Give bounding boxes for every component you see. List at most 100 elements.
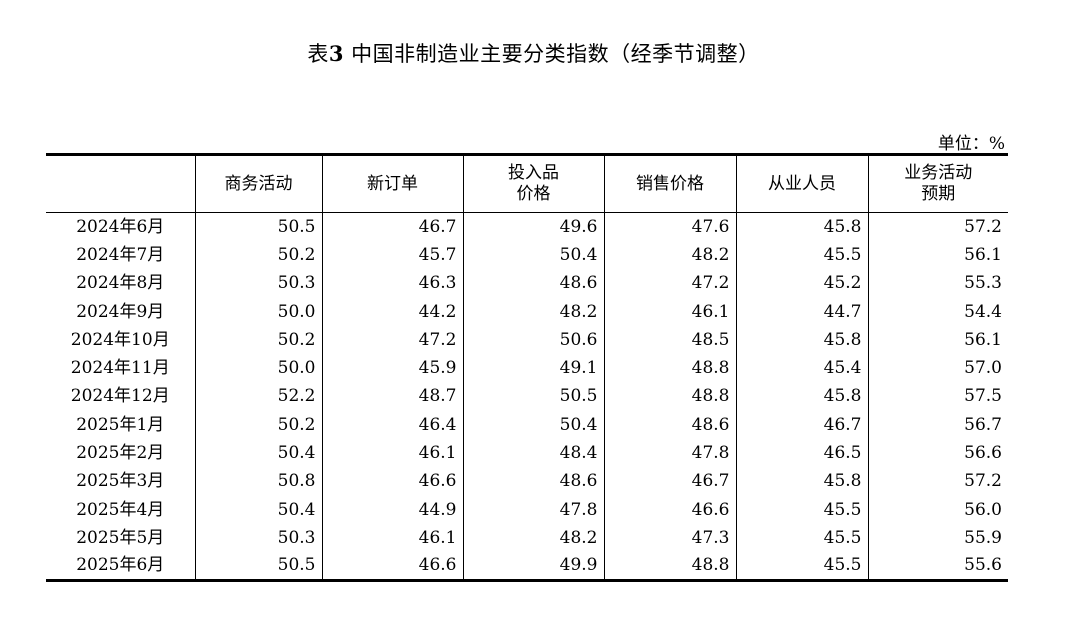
table-row: 2024年6月 50.5 46.7 49.6 47.6 45.8 57.2 (46, 212, 1008, 241)
table-row: 2025年6月 50.5 46.6 49.9 48.8 45.5 55.6 (46, 552, 1008, 582)
column-header-line: 新订单 (367, 173, 418, 194)
value-cell: 50.5 (194, 212, 322, 241)
table-row: 2024年10月 50.2 47.2 50.6 48.5 45.8 56.1 (46, 325, 1008, 354)
table-row: 2024年11月 50.0 45.9 49.1 48.8 45.4 57.0 (46, 353, 1008, 383)
value-cell: 48.4 (462, 438, 604, 468)
column-header-line: 从业人员 (768, 173, 836, 194)
value-cell: 50.8 (194, 467, 322, 496)
table-row: 2024年7月 50.2 45.7 50.4 48.2 45.5 56.1 (46, 240, 1008, 270)
value-cell: 50.6 (462, 325, 604, 354)
unit-label: 单位：% (937, 134, 1005, 154)
column-header: 新订单 (321, 154, 463, 213)
month-cell: 2024年9月 (76, 301, 165, 322)
value-cell: 45.8 (735, 467, 868, 496)
table-title: 表3 中国非制造业主要分类指数（经季节调整） (0, 38, 1067, 68)
value-cell: 46.6 (321, 552, 463, 582)
column-header-line: 商务活动 (224, 173, 293, 194)
value-cell: 50.5 (194, 552, 322, 582)
header-row: 商务活动 新订单 投入品 价格 销售价格 从业人员 业务活动 预期 (46, 154, 1008, 213)
column-header-line: 投入品 (508, 163, 559, 183)
value-cell: 50.5 (462, 382, 604, 411)
value-cell: 44.2 (321, 297, 463, 326)
value-cell: 48.6 (462, 467, 604, 496)
value-cell: 52.2 (194, 382, 322, 411)
value-cell: 50.3 (194, 269, 322, 298)
value-cell: 50.0 (194, 353, 322, 383)
value-cell: 44.9 (321, 495, 463, 524)
value-cell: 50.2 (194, 410, 322, 439)
column-header-line: 预期 (921, 184, 956, 204)
column-header-line: 价格 (516, 184, 551, 204)
value-cell: 56.7 (867, 410, 1008, 439)
month-cell: 2024年6月 (76, 216, 165, 237)
title-number: 3 (328, 41, 344, 66)
column-header: 商务活动 (194, 154, 322, 213)
column-header-line: 销售价格 (636, 173, 704, 194)
value-cell: 46.5 (735, 438, 868, 468)
column-header: 业务活动 预期 (867, 154, 1008, 213)
value-cell: 50.2 (194, 240, 322, 270)
value-cell: 55.3 (867, 269, 1008, 298)
value-cell: 46.6 (603, 495, 736, 524)
value-cell: 49.1 (462, 353, 604, 383)
value-cell: 47.2 (603, 269, 736, 298)
value-cell: 45.2 (735, 269, 868, 298)
value-cell: 48.2 (603, 240, 736, 270)
value-cell: 48.8 (603, 353, 736, 383)
month-cell: 2025年4月 (76, 499, 165, 520)
column-header: 销售价格 (603, 154, 736, 213)
value-cell: 49.9 (462, 552, 604, 582)
value-cell: 45.8 (735, 382, 868, 411)
value-cell: 44.7 (735, 297, 868, 326)
value-cell: 45.5 (735, 552, 868, 582)
value-cell: 45.9 (321, 353, 463, 383)
value-cell: 45.5 (735, 495, 868, 524)
value-cell: 45.7 (321, 240, 463, 270)
value-cell: 47.8 (462, 495, 604, 524)
column-header: 投入品 价格 (462, 154, 604, 213)
month-cell: 2025年2月 (76, 443, 165, 464)
value-cell: 45.8 (735, 325, 868, 354)
table-body: 2024年6月 50.5 46.7 49.6 47.6 45.8 57.2 2024年7月 50… (46, 212, 1008, 582)
value-cell: 46.6 (321, 467, 463, 496)
value-cell: 50.4 (194, 495, 322, 524)
value-cell: 46.1 (321, 438, 463, 468)
value-cell: 45.5 (735, 240, 868, 270)
table-row: 2025年4月 50.4 44.9 47.8 46.6 45.5 56.0 (46, 495, 1008, 524)
table-header: 商务活动 新订单 投入品 价格 销售价格 从业人员 业务活动 预期 (46, 154, 1008, 213)
table-row: 2025年3月 50.8 46.6 48.6 46.7 45.8 57.2 (46, 467, 1008, 496)
value-cell: 57.2 (867, 212, 1008, 241)
table-row: 2024年8月 50.3 46.3 48.6 47.2 45.2 55.3 (46, 269, 1008, 298)
value-cell: 48.6 (603, 410, 736, 439)
column-header-line: 业务活动 (904, 163, 973, 183)
month-cell: 2024年10月 (70, 329, 170, 350)
column-header: 从业人员 (735, 154, 868, 213)
value-cell: 45.4 (735, 353, 868, 383)
month-cell: 2024年8月 (76, 273, 165, 294)
table-row: 2024年9月 50.0 44.2 48.2 46.1 44.7 54.4 (46, 297, 1008, 326)
value-cell: 48.2 (462, 523, 604, 553)
title-text: 中国非制造业主要分类指数（经季节调整） (343, 42, 760, 66)
value-cell: 50.2 (194, 325, 322, 354)
value-cell: 46.7 (735, 410, 868, 439)
value-cell: 50.4 (462, 410, 604, 439)
value-cell: 56.1 (867, 240, 1008, 270)
month-cell: 2024年7月 (76, 244, 165, 265)
value-cell: 48.5 (603, 325, 736, 354)
value-cell: 46.4 (321, 410, 463, 439)
title-prefix: 表 (307, 42, 329, 66)
value-cell: 47.8 (603, 438, 736, 468)
value-cell: 50.4 (194, 438, 322, 468)
table-row: 2025年1月 50.2 46.4 50.4 48.6 46.7 56.7 (46, 410, 1008, 439)
value-cell: 50.4 (462, 240, 604, 270)
value-cell: 46.7 (603, 467, 736, 496)
value-cell: 48.7 (321, 382, 463, 411)
value-cell: 47.3 (603, 523, 736, 553)
value-cell: 50.0 (194, 297, 322, 326)
value-cell: 45.8 (735, 212, 868, 241)
value-cell: 55.9 (867, 523, 1008, 553)
table-row: 2024年12月 52.2 48.7 50.5 48.8 45.8 57.5 (46, 382, 1008, 411)
month-cell: 2025年5月 (76, 527, 165, 548)
table-row: 2025年5月 50.3 46.1 48.2 47.3 45.5 55.9 (46, 523, 1008, 553)
value-cell: 46.1 (321, 523, 463, 553)
